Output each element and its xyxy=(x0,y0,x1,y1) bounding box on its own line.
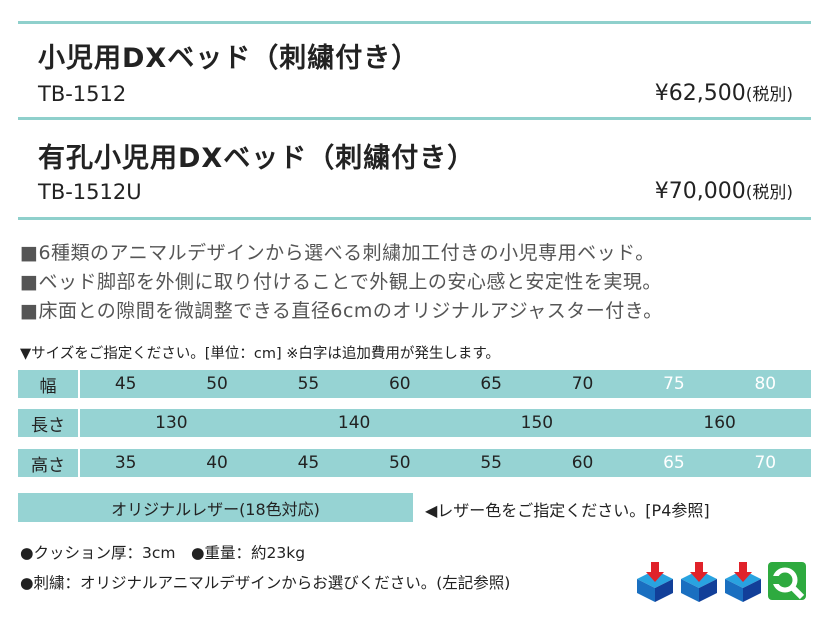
maintenance-wrench-icon xyxy=(768,562,806,600)
product-code: TB-1512 xyxy=(38,82,127,106)
divider xyxy=(18,117,811,120)
size-value: 150 xyxy=(520,413,554,433)
size-value: 55 xyxy=(480,453,502,473)
product-price: ¥70,000(税別) xyxy=(654,179,793,204)
size-value: 45 xyxy=(114,374,137,394)
service-icons xyxy=(636,562,806,602)
size-value-extra-cost: 75 xyxy=(663,374,685,394)
size-value-extra-cost: 65 xyxy=(663,453,685,473)
leather-option: オリジナルレザー(18色対応) xyxy=(18,493,413,522)
size-value: 55 xyxy=(297,374,320,394)
row-label: 幅 xyxy=(18,370,80,398)
size-note: ▼サイズをご指定ください。[単位：cm] ※白字は追加費用が発生します。 xyxy=(20,346,500,362)
delivery-box-icon xyxy=(725,562,761,602)
size-value: 60 xyxy=(571,453,594,473)
feature-text: ■6種類のアニマルデザインから選べる刺繍加工付きの小児専用ベッド。 xyxy=(20,242,655,264)
size-value: 65 xyxy=(480,374,502,394)
size-value: 160 xyxy=(703,413,736,433)
spec-embroidery: ●刺繍：オリジナルアニマルデザインからお選びください。(左記参照) xyxy=(20,574,511,592)
size-value: 45 xyxy=(297,453,320,473)
size-value: 40 xyxy=(206,453,228,473)
size-value: 70 xyxy=(571,374,594,394)
size-value-extra-cost: 70 xyxy=(754,453,777,473)
spec-cushion-weight: ●クッション厚：3cm ●重量：約23kg xyxy=(20,544,306,562)
size-value: 130 xyxy=(155,413,188,433)
feature-text: ■ベッド脚部を外側に取り付けることで外観上の安心感と安定性を実現。 xyxy=(20,271,662,293)
row-label: 長さ xyxy=(18,409,80,437)
size-value: 50 xyxy=(206,374,228,394)
delivery-box-icon xyxy=(681,562,717,602)
size-value: 50 xyxy=(388,453,411,473)
size-value-extra-cost: 80 xyxy=(754,374,777,394)
product-code: TB-1512U xyxy=(38,180,142,204)
size-row-width: 幅 45 50 55 60 65 70 75 80 xyxy=(18,370,811,398)
row-label: 高さ xyxy=(18,449,80,477)
feature-text: ■床面との隙間を微調整できる直径6cmのオリジナルアジャスター付き。 xyxy=(20,300,663,322)
size-value: 60 xyxy=(388,374,411,394)
size-row-length: 長さ 130 140 150 160 xyxy=(18,409,811,437)
size-row-height: 高さ 35 40 45 50 55 60 65 70 xyxy=(18,449,811,477)
size-value: 140 xyxy=(337,413,371,433)
product-name: 有孔小児用DXベッド（刺繍付き） xyxy=(38,143,476,174)
product-price: ¥62,500(税別) xyxy=(654,81,793,106)
divider xyxy=(18,21,811,24)
size-value: 35 xyxy=(114,453,137,473)
product-name: 小児用DXベッド（刺繍付き） xyxy=(38,43,420,74)
delivery-box-icon xyxy=(637,562,673,602)
divider xyxy=(18,217,811,220)
leather-note: ◀レザー色をご指定ください。[P4参照] xyxy=(425,501,710,520)
